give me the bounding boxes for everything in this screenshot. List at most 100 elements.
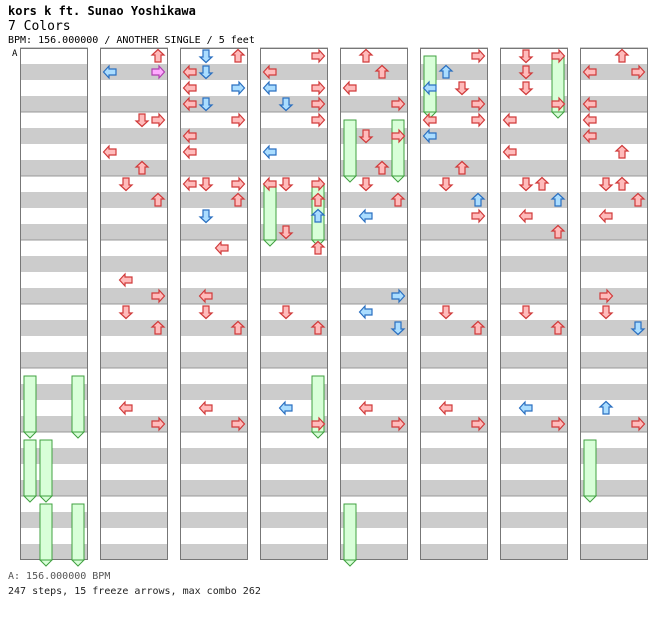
beat-stripe (180, 480, 248, 496)
left-arrow-icon (502, 113, 517, 127)
artist-name: kors k ft. Sunao Yoshikawa (8, 4, 196, 18)
freeze-arrow (310, 375, 326, 439)
beat-stripe (580, 320, 648, 336)
freeze-arrow (22, 375, 38, 439)
beat-stripe (20, 512, 88, 528)
up-arrow-icon (359, 48, 373, 63)
beat-stripe (340, 192, 408, 208)
beat-stripe (340, 352, 408, 368)
beat-stripe (180, 544, 248, 560)
beat-stripe (340, 480, 408, 496)
beat-stripe (20, 288, 88, 304)
beat-stripe (500, 416, 568, 432)
column-border (420, 48, 488, 560)
up-arrow-icon (615, 176, 629, 191)
beat-stripe (260, 512, 328, 528)
beat-stripe (500, 544, 568, 560)
column-border (260, 48, 328, 560)
beat-stripe (580, 544, 648, 560)
beat-stripe (420, 448, 488, 464)
beat-stripe (580, 352, 648, 368)
beat-stripe (500, 288, 568, 304)
beat-stripe (260, 320, 328, 336)
beat-stripe (180, 320, 248, 336)
beat-stripe (580, 416, 648, 432)
beat-stripe (100, 416, 168, 432)
beat-stripe (500, 64, 568, 80)
beat-stripe (580, 512, 648, 528)
down-arrow-icon (279, 305, 293, 320)
beat-stripe (580, 256, 648, 272)
column-border (180, 48, 248, 560)
beat-stripe (500, 224, 568, 240)
beat-stripe (340, 544, 408, 560)
beat-stripe (260, 128, 328, 144)
left-arrow-icon (582, 113, 597, 127)
freeze-arrow (70, 375, 86, 439)
freeze-arrow (38, 439, 54, 503)
beat-stripe (20, 384, 88, 400)
step-chart: A (12, 47, 648, 567)
left-arrow-icon (182, 177, 197, 191)
beat-stripe (260, 192, 328, 208)
beat-stripe (420, 128, 488, 144)
beat-stripe (20, 64, 88, 80)
left-arrow-icon (278, 401, 293, 415)
down-arrow-icon (199, 49, 213, 64)
song-title: 7 Colors (8, 19, 71, 34)
beat-stripe (20, 416, 88, 432)
down-arrow-icon (439, 177, 453, 192)
beat-stripe (260, 352, 328, 368)
down-arrow-icon (599, 305, 613, 320)
down-arrow-icon (119, 305, 133, 320)
up-arrow-icon (615, 48, 629, 63)
left-arrow-icon (102, 145, 117, 159)
beat-stripe (20, 224, 88, 240)
beat-stripe (20, 448, 88, 464)
beat-stripe (500, 448, 568, 464)
beat-stripe (340, 224, 408, 240)
beat-stripe (20, 128, 88, 144)
beat-stripe (580, 160, 648, 176)
beat-stripe (500, 256, 568, 272)
left-arrow-icon (358, 401, 373, 415)
beat-stripe (340, 384, 408, 400)
beat-stripe (420, 64, 488, 80)
beat-stripe (500, 160, 568, 176)
beat-stripe (20, 192, 88, 208)
beat-stripe (420, 384, 488, 400)
freeze-arrow (550, 55, 566, 119)
beat-stripe (420, 416, 488, 432)
beat-stripe (260, 480, 328, 496)
beat-stripe (580, 64, 648, 80)
beat-stripe (580, 224, 648, 240)
beat-stripe (420, 512, 488, 528)
beat-stripe (500, 320, 568, 336)
freeze-arrow (70, 503, 86, 567)
down-arrow-icon (359, 177, 373, 192)
column-border (580, 48, 648, 560)
beat-stripe (340, 128, 408, 144)
beat-stripe (420, 288, 488, 304)
beat-stripe (20, 320, 88, 336)
beat-stripe (180, 224, 248, 240)
up-arrow-icon (311, 240, 325, 255)
freeze-arrow (262, 183, 278, 247)
chart-column (500, 47, 568, 560)
beat-stripe (100, 192, 168, 208)
beat-stripe (100, 256, 168, 272)
down-arrow-icon (519, 49, 533, 64)
beat-stripe (100, 544, 168, 560)
beat-stripe (420, 192, 488, 208)
right-arrow-icon (311, 81, 326, 95)
left-arrow-icon (198, 401, 213, 415)
beat-stripe (260, 384, 328, 400)
beat-stripe (420, 352, 488, 368)
left-arrow-icon (502, 145, 517, 159)
beat-stripe (340, 416, 408, 432)
column-border (20, 48, 88, 560)
beat-stripe (340, 256, 408, 272)
left-arrow-icon (182, 145, 197, 159)
down-arrow-icon (519, 305, 533, 320)
beat-stripe (180, 288, 248, 304)
